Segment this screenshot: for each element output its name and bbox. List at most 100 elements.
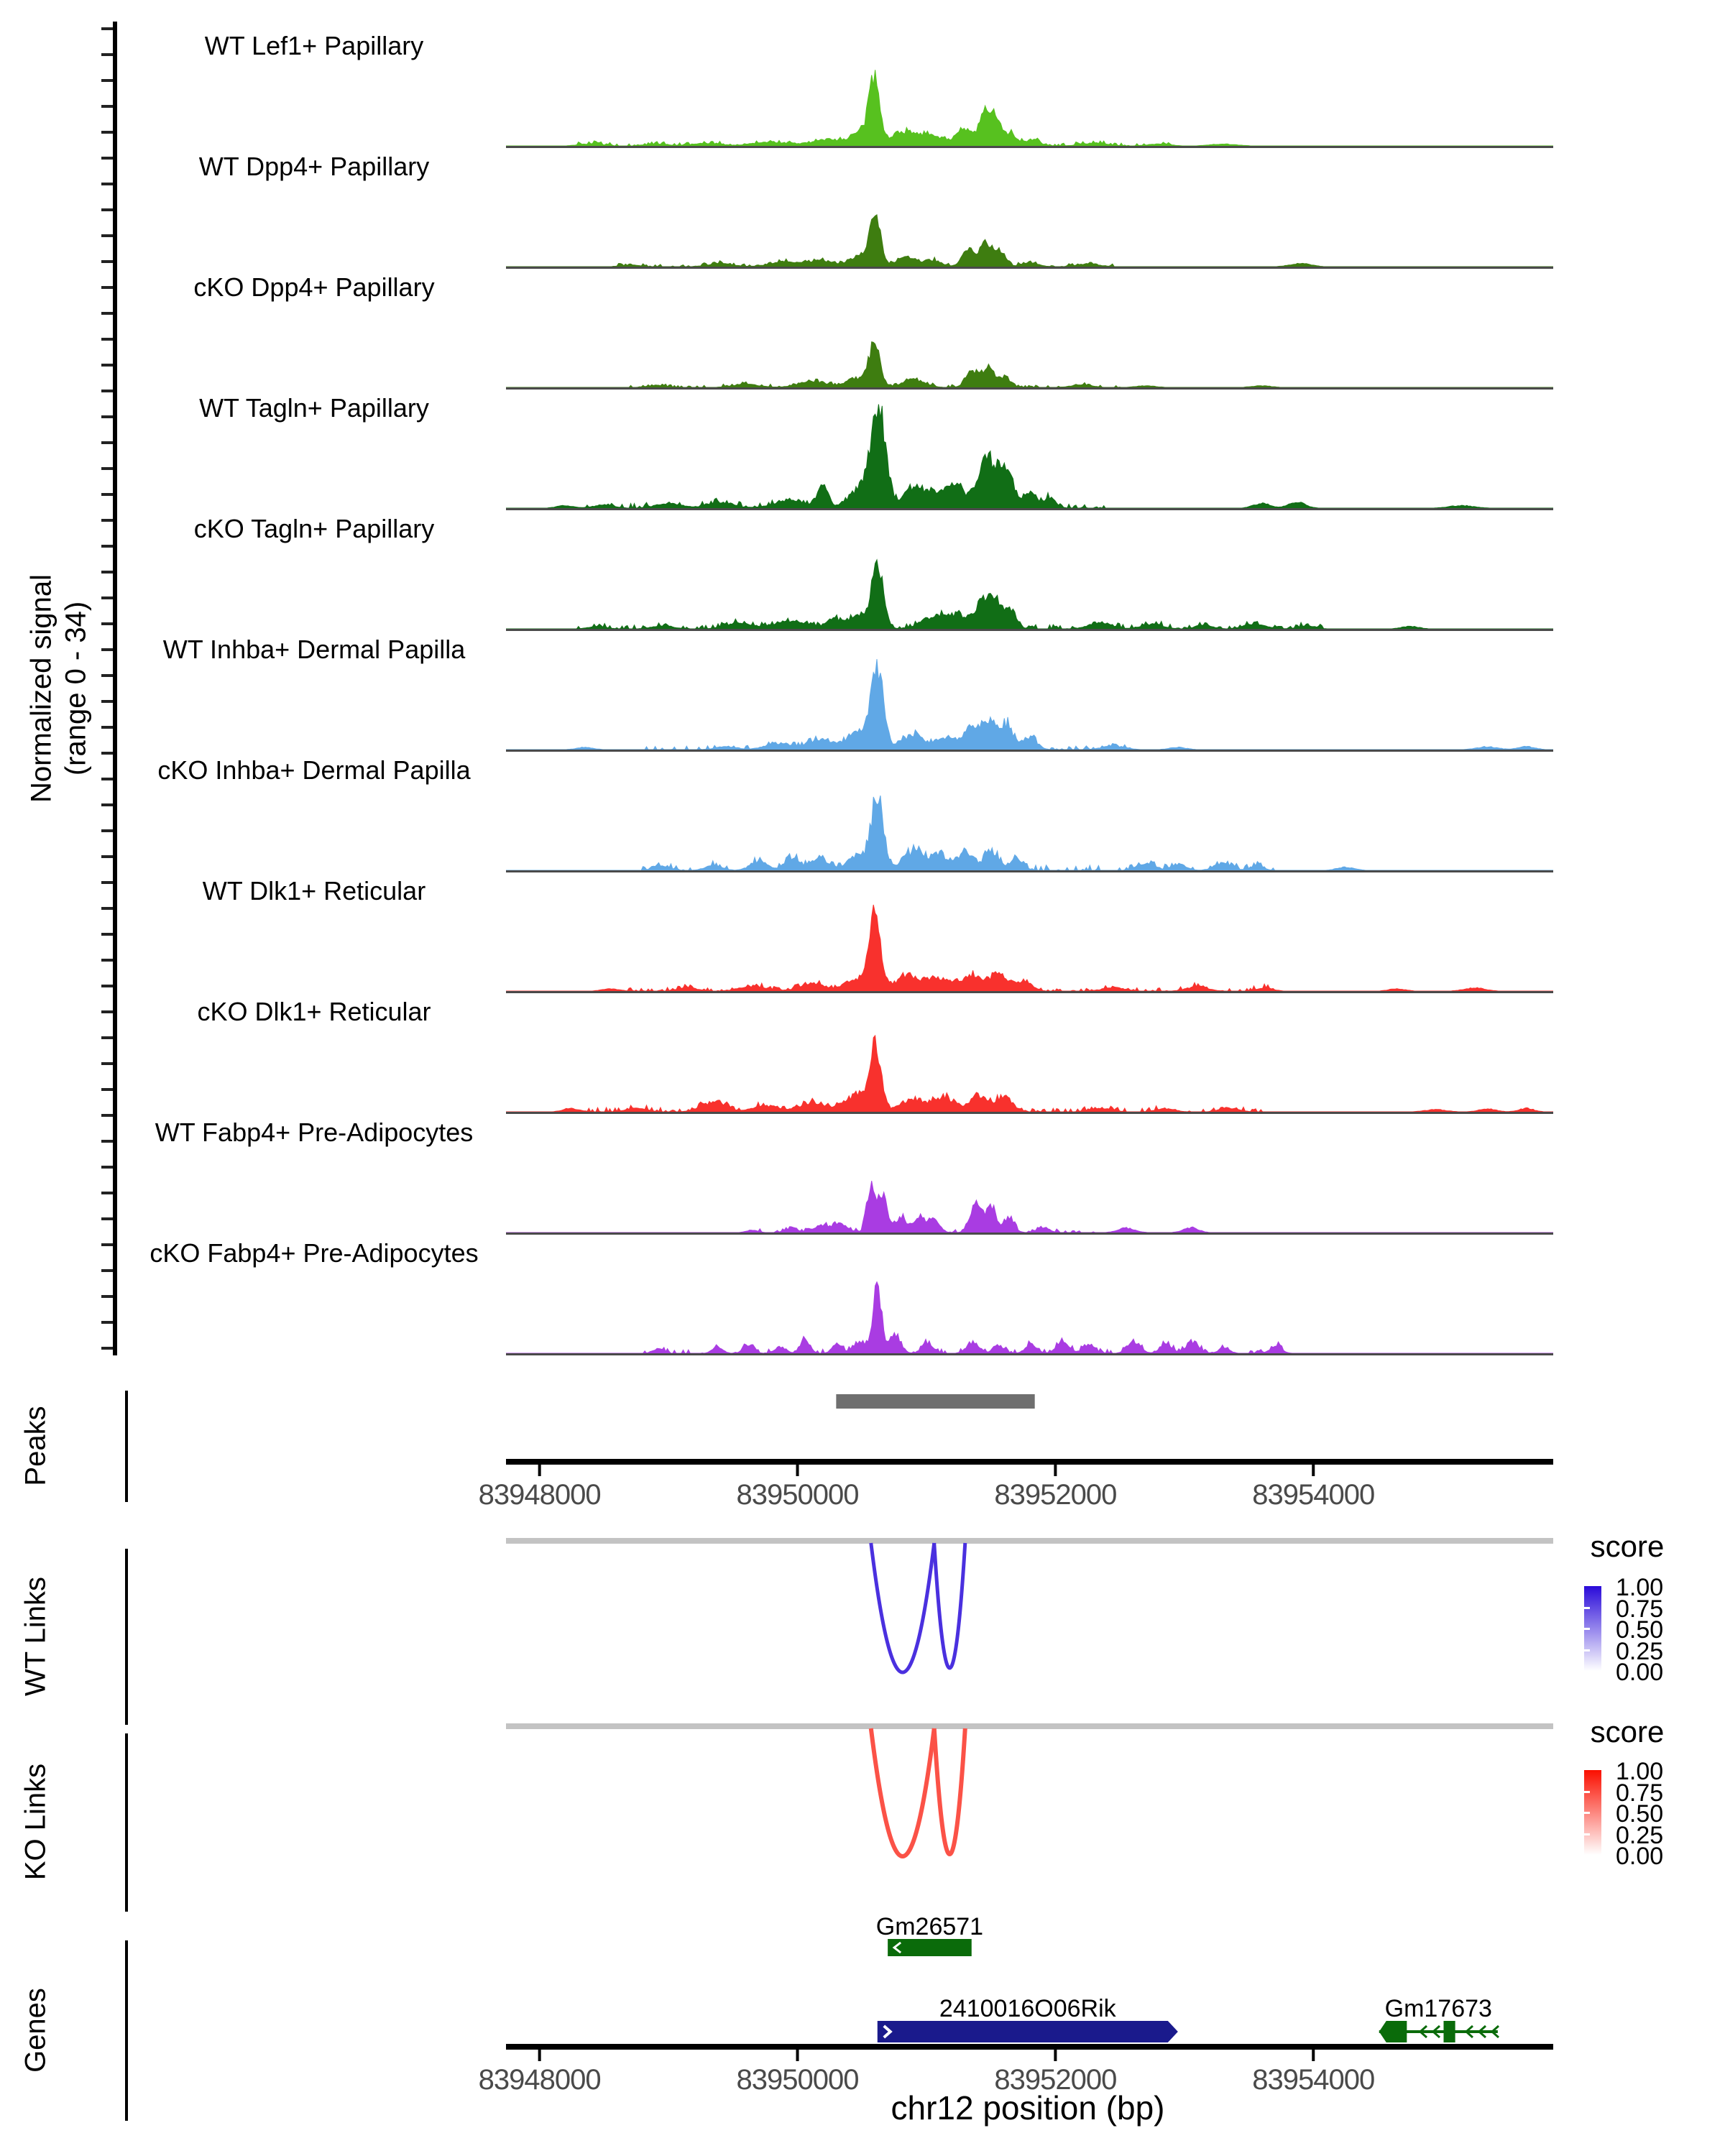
bottom-x-axis-tick (796, 2050, 799, 2061)
signal-y-axis-tick (101, 700, 113, 703)
signal-y-axis-tick (101, 1269, 113, 1272)
signal-y-axis-tick (101, 157, 113, 160)
signal-baseline-9 (506, 1233, 1553, 1235)
signal-baseline-3 (506, 508, 1553, 510)
signal-y-axis-tick (101, 467, 113, 470)
signal-area-2 (506, 341, 1553, 388)
gene-body-Gm26571 (888, 1939, 972, 1956)
signal-baseline-6 (506, 870, 1553, 872)
ko-legend-tick (1584, 1812, 1590, 1814)
mid-x-axis-tick (538, 1465, 541, 1476)
signal-y-axis-tick (101, 1062, 113, 1065)
signal-y-axis-tick (101, 53, 113, 56)
signal-y-axis-tick (101, 1036, 113, 1039)
signal-y-axis-tick (101, 1114, 113, 1117)
ko-links-section-label: KO Links (19, 1763, 52, 1881)
signal-y-axis-tick (101, 778, 113, 780)
signal-y-axis-tick (101, 519, 113, 522)
bottom-x-axis-line (506, 2044, 1553, 2050)
signal-y-axis-tick (101, 364, 113, 367)
ko-legend-value-2: 0.50 (1616, 1800, 1664, 1828)
signal-y-axis-tick (101, 1010, 113, 1013)
mid-x-tick-label: 83948000 (478, 1479, 602, 1511)
signal-y-axis-tick (101, 390, 113, 392)
gene-strand-arrowhead-Gm17673 (1464, 2024, 1473, 2039)
gene-strand-chevron-2410016O06Rik (883, 2024, 893, 2039)
signal-baseline-0 (506, 146, 1553, 148)
signal-y-axis-tick (101, 959, 113, 962)
signal-baseline-8 (506, 1112, 1553, 1114)
peaks-section-label: Peaks (19, 1406, 52, 1486)
signal-y-axis-tick (101, 933, 113, 936)
gene-intron-line-Gm17673 (1379, 2030, 1498, 2033)
wt-legend-tick (1584, 1649, 1590, 1651)
track-label-1: WT Dpp4+ Papillary (198, 152, 430, 181)
signal-y-axis-tick (101, 27, 113, 30)
signal-y-axis-tick (101, 674, 113, 677)
signal-y-axis-tick (101, 881, 113, 884)
gene-label-Gm26571: Gm26571 (875, 1913, 984, 1940)
signal-area-9 (506, 1181, 1553, 1233)
genes-bracket-line (125, 1940, 128, 2121)
signal-y-axis-tick (101, 234, 113, 237)
x-axis-title: chr12 position (bp) (891, 2089, 1165, 2127)
track-label-8: cKO Dlk1+ Reticular (197, 997, 431, 1026)
signal-y-axis-tick (101, 648, 113, 651)
wt-legend-value-3: 0.25 (1616, 1637, 1664, 1665)
peak-region-bar-0 (836, 1394, 1035, 1409)
signal-y-axis-line (113, 22, 117, 1355)
ko-legend-tick (1584, 1833, 1590, 1835)
signal-baseline-10 (506, 1353, 1553, 1355)
track-label-9: WT Fabp4+ Pre-Adipocytes (155, 1118, 474, 1147)
signal-area-6 (506, 795, 1553, 872)
wt-link-arc-1 (932, 1542, 967, 1670)
ko-link-arc-0 (868, 1728, 937, 1858)
bottom-x-tick-label: 83952000 (994, 2064, 1117, 2096)
signal-area-8 (506, 1034, 1553, 1113)
gene-strand-arrowhead-Gm17673 (1477, 2024, 1486, 2039)
wt-legend-tick (1584, 1628, 1590, 1630)
wt-score-legend-title: score (1590, 1529, 1665, 1563)
signal-y-axis-tick (101, 545, 113, 548)
bottom-x-tick-label: 83954000 (1252, 2064, 1375, 2096)
wt-legend-value-2: 0.50 (1616, 1616, 1664, 1644)
wt-legend-tick (1584, 1606, 1590, 1609)
signal-y-axis-tick (101, 260, 113, 263)
wt-legend-value-4: 0.00 (1616, 1659, 1664, 1686)
signal-area-7 (506, 904, 1553, 992)
ko-links-bracket-line (125, 1733, 128, 1912)
signal-y-axis-tick (101, 493, 113, 496)
gene-exon-Gm17673-0 (1379, 2021, 1407, 2042)
peaks-bracket-line (125, 1391, 128, 1502)
signal-y-axis-tick (101, 1166, 113, 1169)
gene-body-2410016O06Rik (877, 2021, 1178, 2042)
signal-area-10 (506, 1281, 1553, 1355)
signal-area-4 (506, 558, 1553, 630)
wt-link-arc-0 (869, 1542, 937, 1674)
ko-links-baseline (506, 1723, 1553, 1729)
ko-legend-value-3: 0.25 (1616, 1821, 1664, 1849)
signal-y-axis-tick (101, 803, 113, 806)
ko-legend-tick (1584, 1790, 1590, 1793)
gene-exon-Gm17673-1 (1443, 2021, 1455, 2042)
bottom-x-axis-tick (1312, 2050, 1315, 2061)
track-label-3: WT Tagln+ Papillary (199, 393, 429, 423)
bottom-x-axis-tick (1054, 2050, 1057, 2061)
signal-baseline-7 (506, 991, 1553, 993)
signal-y-axis-tick (101, 855, 113, 858)
bottom-x-axis-tick (538, 2050, 541, 2061)
signal-y-axis-tick (101, 79, 113, 82)
mid-x-axis-tick (796, 1465, 799, 1476)
ko-legend-value-0: 1.00 (1616, 1758, 1664, 1785)
signal-y-axis-tick (101, 183, 113, 185)
signal-y-axis-tick (101, 441, 113, 444)
mid-x-axis-tick (1312, 1465, 1315, 1476)
track-label-4: cKO Tagln+ Papillary (193, 514, 435, 543)
signal-baseline-2 (506, 387, 1553, 390)
bottom-x-tick-label: 83950000 (736, 2064, 860, 2096)
bottom-x-tick-label: 83948000 (478, 2064, 602, 2096)
wt-links-baseline (506, 1538, 1553, 1544)
signal-baseline-1 (506, 267, 1553, 269)
